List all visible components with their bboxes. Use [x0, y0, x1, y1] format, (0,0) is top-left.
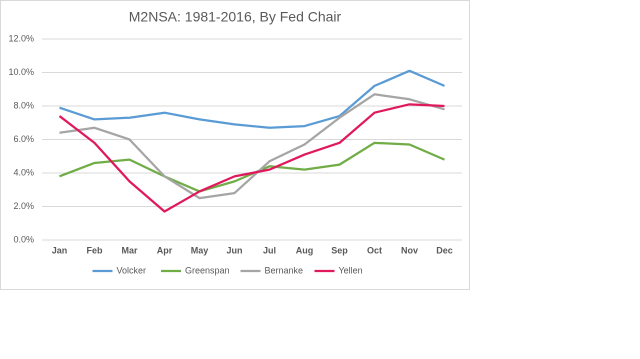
- x-tick-label: Aug: [296, 245, 314, 255]
- x-tick-label: Dec: [436, 245, 453, 255]
- line-series: [58, 103, 445, 213]
- y-tick-label: 4.0%: [13, 167, 34, 177]
- line-series: [59, 69, 445, 129]
- legend-label: Bernanke: [265, 265, 304, 275]
- x-tick-label: Nov: [401, 245, 418, 255]
- y-tick-label: 10.0%: [8, 67, 34, 77]
- x-tick-label: Oct: [367, 245, 382, 255]
- legend-label: Greenspan: [185, 265, 230, 275]
- x-tick-label: Jun: [226, 245, 242, 255]
- y-tick-label: 8.0%: [13, 100, 34, 110]
- x-tick-label: Feb: [86, 245, 103, 255]
- x-tick-label: Apr: [157, 245, 173, 255]
- legend-label: Volcker: [117, 265, 147, 275]
- line-series: [59, 93, 445, 200]
- y-tick-label: 12.0%: [8, 33, 34, 43]
- x-tick-label: Jan: [52, 245, 68, 255]
- chart-title: M2NSA: 1981-2016, By Fed Chair: [129, 9, 342, 25]
- legend-label: Yellen: [339, 265, 363, 275]
- y-tick-label: 0.0%: [13, 234, 34, 244]
- y-tick-label: 2.0%: [13, 201, 34, 211]
- x-tick-label: Mar: [121, 245, 138, 255]
- x-tick-label: Sep: [331, 245, 348, 255]
- chart-frame: [0, 0, 470, 290]
- x-tick-label: May: [191, 245, 209, 255]
- x-tick-label: Jul: [263, 245, 276, 255]
- y-tick-label: 6.0%: [13, 134, 34, 144]
